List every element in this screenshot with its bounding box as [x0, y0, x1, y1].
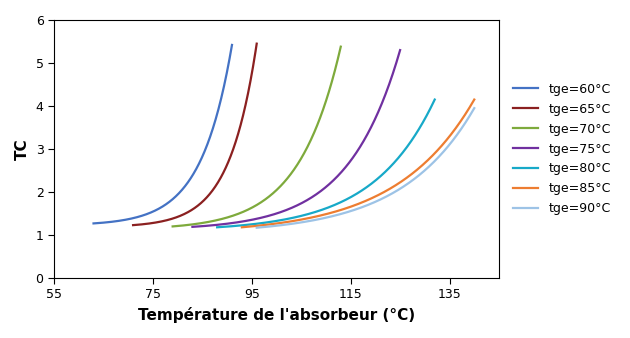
tge=75°C [188, 225, 196, 229]
tge=75°C [396, 48, 404, 52]
tge=90°C [410, 177, 418, 182]
tge=90°C [411, 176, 418, 180]
tge=85°C [407, 173, 415, 177]
tge=85°C [406, 174, 413, 178]
tge=75°C [338, 169, 346, 173]
tge=65°C [129, 223, 137, 227]
tge=65°C [219, 173, 226, 177]
tge=90°C [390, 191, 398, 195]
tge=65°C [178, 213, 186, 217]
Line: tge=80°C: tge=80°C [217, 100, 435, 227]
tge=70°C [337, 45, 345, 49]
tge=80°C [370, 179, 378, 184]
tge=60°C [177, 189, 185, 193]
tge=75°C [214, 223, 221, 227]
tge=80°C [214, 225, 221, 229]
tge=60°C [190, 172, 197, 176]
Line: tge=75°C: tge=75°C [192, 50, 400, 227]
tge=85°C [314, 214, 321, 218]
tge=75°C [340, 168, 347, 172]
X-axis label: Température de l'absorbeur (°C): Température de l'absorbeur (°C) [138, 307, 415, 323]
tge=65°C [144, 222, 152, 226]
tge=90°C [324, 215, 331, 219]
tge=85°C [266, 222, 273, 226]
Y-axis label: TC: TC [15, 138, 30, 160]
tge=80°C [299, 213, 307, 217]
Legend: tge=60°C, tge=65°C, tge=70°C, tge=75°C, tge=80°C, tge=85°C, tge=90°C: tge=60°C, tge=65°C, tge=70°C, tge=75°C, … [510, 79, 615, 219]
Line: tge=65°C: tge=65°C [133, 44, 256, 225]
tge=60°C [228, 43, 236, 47]
tge=80°C [372, 178, 379, 183]
tge=90°C [253, 226, 260, 230]
tge=75°C [319, 187, 327, 191]
tge=85°C [384, 188, 392, 192]
Line: tge=60°C: tge=60°C [93, 45, 232, 223]
tge=60°C [135, 215, 142, 219]
tge=60°C [106, 220, 114, 224]
tge=65°C [207, 191, 215, 195]
Line: tge=90°C: tge=90°C [256, 108, 474, 228]
tge=80°C [239, 223, 247, 227]
tge=70°C [224, 215, 231, 219]
tge=60°C [190, 171, 198, 175]
tge=70°C [290, 168, 298, 172]
Line: tge=85°C: tge=85°C [242, 100, 474, 227]
tge=65°C [219, 171, 227, 175]
tge=90°C [279, 223, 287, 227]
tge=85°C [238, 225, 246, 229]
tge=60°C [89, 221, 97, 225]
tge=90°C [471, 106, 478, 110]
tge=85°C [471, 98, 478, 102]
tge=65°C [253, 42, 260, 46]
tge=80°C [431, 98, 438, 102]
tge=80°C [350, 193, 358, 197]
tge=70°C [291, 166, 299, 170]
tge=60°C [144, 212, 152, 216]
tge=80°C [284, 217, 292, 221]
tge=85°C [330, 210, 338, 214]
tge=70°C [236, 211, 243, 215]
tge=70°C [189, 222, 197, 226]
tge=70°C [275, 186, 282, 190]
Line: tge=70°C: tge=70°C [173, 47, 341, 226]
tge=90°C [339, 211, 346, 215]
tge=70°C [169, 224, 176, 228]
tge=75°C [256, 216, 264, 220]
tge=65°C [169, 216, 177, 220]
tge=75°C [271, 212, 278, 216]
